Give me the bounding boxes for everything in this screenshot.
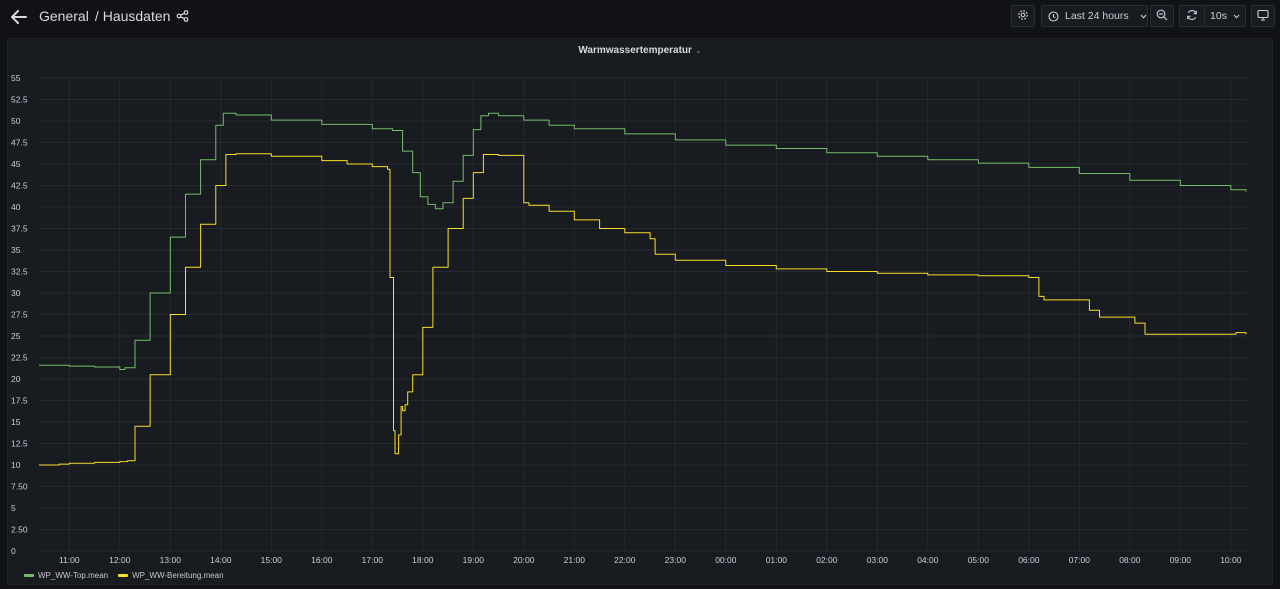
y-tick-label: 35 <box>11 245 21 255</box>
refresh-interval-label: 10s <box>1210 10 1227 22</box>
chevron-down-icon <box>1233 14 1240 19</box>
x-tick-label: 03:00 <box>867 555 889 565</box>
x-tick-label: 01:00 <box>766 555 788 565</box>
x-tick-label: 11:00 <box>59 555 80 565</box>
x-tick-label: 18:00 <box>412 555 434 565</box>
y-tick-label: 22.5 <box>11 353 28 363</box>
x-tick-label: 21:00 <box>564 555 586 565</box>
y-tick-label: 47.5 <box>11 138 28 148</box>
dashboard-title[interactable]: Hausdaten <box>102 8 171 24</box>
y-tick-label: 15 <box>11 417 21 427</box>
refresh-icon <box>1186 9 1198 24</box>
x-tick-label: 17:00 <box>362 555 384 565</box>
x-tick-label: 09:00 <box>1170 555 1192 565</box>
y-tick-label: 55 <box>11 73 21 83</box>
y-tick-label: 5 <box>11 503 16 513</box>
x-tick-label: 22:00 <box>614 555 636 565</box>
series-line-ww-top <box>39 112 1247 370</box>
time-series-chart[interactable]: 0 2.50 5 7.50 10 12.5 15 17.5 20 22.5 25 27.5 30 32.5… <box>8 39 1272 584</box>
y-tick-label: 2.50 <box>11 525 28 535</box>
x-tick-label: 15:00 <box>261 555 283 565</box>
x-tick-label: 13:00 <box>160 555 182 565</box>
x-tick-label: 10:00 <box>1220 555 1242 565</box>
x-tick-label: 04:00 <box>917 555 939 565</box>
chevron-down-icon: ⌄ <box>694 46 702 55</box>
breadcrumb-separator: / <box>94 8 99 24</box>
dashboard-navbar: General / Hausdaten Last 24 ho <box>0 0 1280 34</box>
chart-legend: WP_WW-Top.mean WP_WW-Bereitung.mean <box>24 571 224 580</box>
x-tick-label: 23:00 <box>665 555 687 565</box>
y-tick-label: 20 <box>11 374 21 384</box>
legend-item[interactable]: WP_WW-Bereitung.mean <box>118 571 224 580</box>
refresh-interval-picker[interactable]: 10s <box>1204 5 1246 27</box>
y-tick-label: 37.5 <box>11 224 28 234</box>
legend-swatch <box>24 574 34 577</box>
x-tick-label: 16:00 <box>311 555 333 565</box>
y-tick-label: 32.5 <box>11 267 28 277</box>
y-tick-label: 10 <box>11 460 21 470</box>
breadcrumb-folder[interactable]: General <box>39 8 89 24</box>
panel-header[interactable]: Warmwassertemperatur ⌄ <box>8 45 1272 56</box>
x-tick-label: 06:00 <box>1018 555 1040 565</box>
share-icon[interactable] <box>176 10 189 22</box>
panel-title: Warmwassertemperatur <box>578 45 692 56</box>
x-tick-label: 14:00 <box>210 555 232 565</box>
x-tick-label: 02:00 <box>816 555 838 565</box>
monitor-icon <box>1257 9 1269 24</box>
chevron-down-icon <box>1140 14 1147 19</box>
y-tick-label: 7.50 <box>11 482 28 492</box>
x-tick-label: 07:00 <box>1069 555 1091 565</box>
zoom-out-button[interactable] <box>1150 5 1174 27</box>
x-tick-label: 00:00 <box>715 555 737 565</box>
graph-panel: Warmwassertemperatur ⌄ 0 2.50 5 7.50 10 12.5 15… <box>7 38 1273 585</box>
zoom-out-icon <box>1156 9 1168 24</box>
y-tick-label: 52.5 <box>11 95 28 105</box>
legend-swatch <box>118 574 129 577</box>
y-tick-label: 17.5 <box>11 396 28 406</box>
legend-label: WP_WW-Bereitung.mean <box>132 571 224 580</box>
x-tick-label: 19:00 <box>463 555 485 565</box>
y-tick-label: 27.5 <box>11 310 28 320</box>
y-tick-label: 42.5 <box>11 181 28 191</box>
y-tick-label: 30 <box>11 288 21 298</box>
gear-icon <box>1017 9 1029 24</box>
legend-item[interactable]: WP_WW-Top.mean <box>24 571 108 580</box>
clock-icon <box>1048 10 1059 22</box>
x-tick-label: 05:00 <box>968 555 990 565</box>
series-line-ww-bereitung <box>39 153 1247 466</box>
y-tick-label: 50 <box>11 116 21 126</box>
y-tick-label: 45 <box>11 159 21 169</box>
x-tick-label: 20:00 <box>513 555 535 565</box>
x-tick-label: 08:00 <box>1119 555 1141 565</box>
legend-label: WP_WW-Top.mean <box>38 571 109 580</box>
tv-mode-button[interactable] <box>1251 5 1275 27</box>
breadcrumb: General / Hausdaten <box>39 8 189 24</box>
time-range-picker[interactable]: Last 24 hours <box>1041 5 1148 27</box>
refresh-button[interactable] <box>1179 5 1205 27</box>
y-tick-label: 25 <box>11 331 21 341</box>
dashboard-settings-button[interactable] <box>1011 5 1035 27</box>
x-tick-label: 12:00 <box>109 555 131 565</box>
y-tick-label: 0 <box>11 546 16 556</box>
y-tick-label: 12.5 <box>11 439 28 449</box>
y-tick-label: 40 <box>11 202 21 212</box>
time-range-label: Last 24 hours <box>1065 10 1129 22</box>
back-arrow-icon[interactable] <box>8 6 30 28</box>
